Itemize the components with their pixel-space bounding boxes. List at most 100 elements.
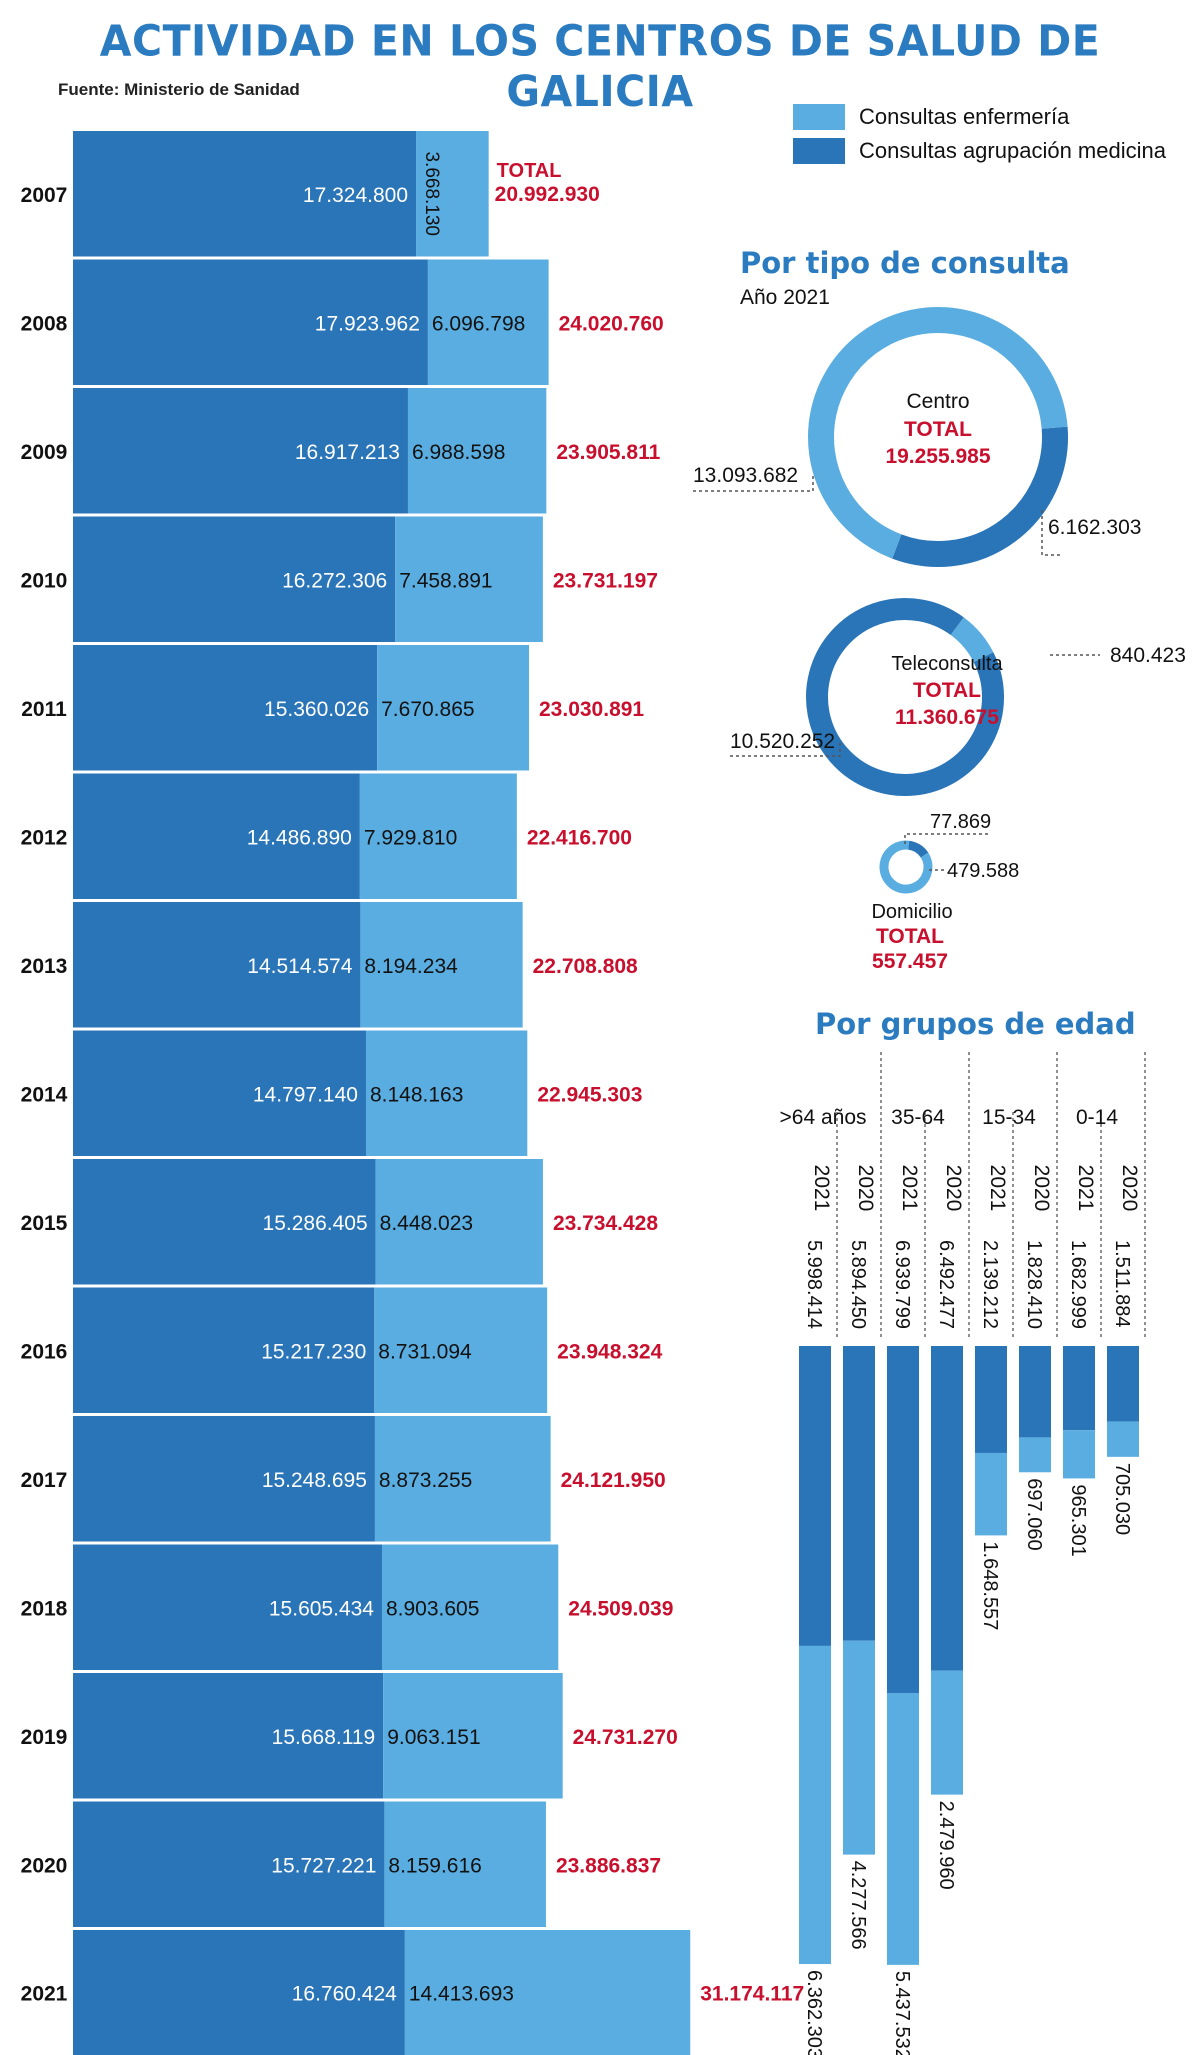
total-value-label: 22.708.808 xyxy=(533,955,638,978)
donut-medicine-arc xyxy=(892,426,1068,567)
year-label: 2012 xyxy=(21,826,68,849)
medicine-column xyxy=(1019,1346,1051,1438)
medicine-value-label: 16.272.306 xyxy=(282,569,387,592)
medicine-bar xyxy=(73,1930,405,2055)
nursing-bar xyxy=(416,131,489,257)
nursing-value-label: 8.148.163 xyxy=(370,1083,463,1106)
nursing-column xyxy=(887,1692,919,1965)
medicine-value-label: 15.360.026 xyxy=(264,698,369,721)
medicine-value-label: 6.492.477 xyxy=(935,1240,957,1329)
medicine-value-label: 17.923.962 xyxy=(315,312,420,335)
donut-medicine-value-label: 77.869 xyxy=(930,811,991,833)
medicine-bar xyxy=(73,516,396,642)
donut-center-name: Domicilio xyxy=(871,901,952,923)
total-value-label: 24.020.760 xyxy=(559,312,664,335)
donut-medicine-arc xyxy=(806,598,1004,796)
medicine-value-label: 1.682.999 xyxy=(1067,1240,1089,1329)
donut-nursing-arc xyxy=(808,307,1068,559)
donut-center-total-value: 557.457 xyxy=(872,950,948,973)
total-value-label: 24.731.270 xyxy=(573,1726,678,1749)
medicine-column xyxy=(931,1346,963,1671)
nursing-value-label: 6.362.303 xyxy=(803,1970,825,2055)
year-label: 2015 xyxy=(21,1212,68,1235)
nursing-value-label: 8.731.094 xyxy=(378,1340,472,1363)
page-title: ACTIVIDAD EN LOS CENTROS DE SALUD DE GAL… xyxy=(99,15,1101,117)
leader-line xyxy=(904,833,990,844)
nursing-bar xyxy=(377,645,530,771)
donut-year-label: Año 2021 xyxy=(740,286,830,309)
donut-nursing-arc xyxy=(950,617,994,663)
source-note: Fuente: Ministerio de Sanidad xyxy=(58,80,300,99)
total-value-label: 23.905.811 xyxy=(556,441,660,464)
age-group-label: >64 años xyxy=(780,1106,867,1129)
total-prefix-label: TOTAL xyxy=(497,160,562,182)
year-label: 2007 xyxy=(21,184,68,207)
medicine-column xyxy=(843,1346,875,1641)
nursing-bar xyxy=(427,259,549,385)
nursing-value-label: 8.159.616 xyxy=(388,1854,481,1877)
medicine-value-label: 16.917.213 xyxy=(295,441,400,464)
medicine-value-label: 1.828.410 xyxy=(1023,1240,1045,1329)
nursing-bar xyxy=(384,1801,546,1927)
year-label: 2011 xyxy=(21,698,67,721)
total-value-label: 22.416.700 xyxy=(527,826,632,849)
donut-center-name: Teleconsulta xyxy=(891,653,1003,675)
year-label: 2008 xyxy=(21,312,68,335)
medicine-bar xyxy=(73,773,360,899)
total-value-label: 23.030.891 xyxy=(539,698,644,721)
age-section-title: Por grupos de edad xyxy=(815,1007,1136,1041)
nursing-column xyxy=(799,1645,831,1965)
medicine-value-label: 16.760.424 xyxy=(292,1983,397,2006)
year-label: 2019 xyxy=(21,1726,68,1749)
column-year-label: 2021 xyxy=(898,1165,921,1212)
nursing-value-label: 5.437.532 xyxy=(891,1971,913,2055)
medicine-column xyxy=(1063,1346,1095,1431)
donut-center-total-value: 11.360.675 xyxy=(895,706,999,729)
total-value-label: 22.945.303 xyxy=(537,1083,642,1106)
nursing-column xyxy=(1063,1430,1095,1479)
nursing-value-label: 8.194.234 xyxy=(364,955,458,978)
medicine-value-label: 5.894.450 xyxy=(847,1240,869,1329)
nursing-value-label: 9.063.151 xyxy=(387,1726,480,1749)
year-label: 2010 xyxy=(21,569,68,592)
nursing-bar xyxy=(359,773,517,899)
nursing-column xyxy=(975,1452,1007,1536)
nursing-value-label: 8.903.605 xyxy=(386,1597,479,1620)
medicine-value-label: 1.511.884 xyxy=(1111,1240,1133,1328)
age-group-label: 15-34 xyxy=(982,1106,1036,1129)
legend-label-medicine: Consultas agrupación medicina xyxy=(859,138,1166,163)
medicine-column xyxy=(799,1346,831,1646)
donut-section-title: Por tipo de consulta xyxy=(740,246,1070,280)
medicine-value-label: 15.217.230 xyxy=(261,1340,366,1363)
year-label: 2017 xyxy=(21,1469,68,1492)
total-value-label: 20.992.930 xyxy=(495,183,600,206)
donut-medicine-value-label: 10.520.252 xyxy=(730,730,835,753)
column-year-label: 2020 xyxy=(1118,1165,1141,1212)
year-label: 2020 xyxy=(21,1854,68,1877)
nursing-bar xyxy=(407,388,547,514)
leader-line xyxy=(1041,510,1063,556)
year-label: 2016 xyxy=(21,1340,68,1363)
age-group-label: 0-14 xyxy=(1076,1106,1118,1129)
nursing-value-label: 697.060 xyxy=(1023,1478,1045,1550)
donut-center-total-prefix: TOTAL xyxy=(913,679,981,702)
total-value-label: 23.731.197 xyxy=(553,569,658,592)
medicine-value-label: 14.486.890 xyxy=(247,826,352,849)
total-value-label: 23.734.428 xyxy=(553,1212,658,1235)
medicine-bar xyxy=(73,1159,376,1285)
medicine-bar xyxy=(73,1544,382,1670)
legend-label-nursing: Consultas enfermería xyxy=(859,104,1070,129)
medicine-bar xyxy=(73,131,417,257)
nursing-value-label: 7.670.865 xyxy=(381,698,474,721)
medicine-bar xyxy=(73,1416,375,1542)
leader-line xyxy=(730,742,841,757)
column-year-label: 2021 xyxy=(810,1165,833,1212)
medicine-value-label: 15.248.695 xyxy=(262,1469,367,1492)
medicine-column xyxy=(1107,1346,1139,1422)
nursing-bar xyxy=(404,1930,691,2055)
medicine-bar xyxy=(73,259,428,385)
year-label: 2018 xyxy=(21,1597,68,1620)
legend-swatch-medicine xyxy=(793,138,845,164)
column-year-label: 2020 xyxy=(854,1165,877,1212)
